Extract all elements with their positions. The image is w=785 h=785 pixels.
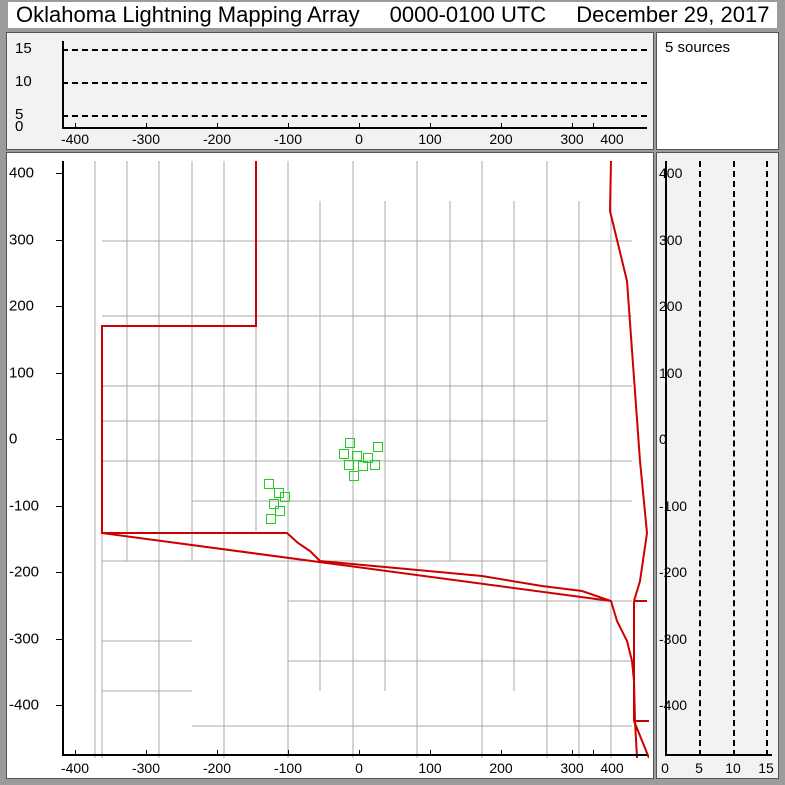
sources-info-panel: 5 sources (656, 32, 779, 150)
map-xtick-200: 200 (489, 760, 512, 776)
time-range-label: 0000-0100 UTC (390, 2, 547, 28)
map-ytick-n200: -200 (9, 564, 39, 581)
top-chart-xtick-200: 200 (489, 131, 512, 147)
lightning-source-marker-14[interactable] (349, 471, 359, 481)
map-xtick-n100: -100 (274, 760, 302, 776)
title-bar: Oklahoma Lightning Mapping Array 0000-01… (6, 0, 779, 30)
right-panel-ytick-n200: -200 (659, 564, 687, 580)
lightning-source-marker-13[interactable] (370, 460, 380, 470)
map-ytick-200: 200 (9, 298, 34, 315)
map-ytick-n400: -400 (9, 697, 39, 714)
top-chart-ytick-10: 10 (15, 73, 32, 90)
right-panel-ytick-n300: -300 (659, 631, 687, 647)
right-panel-ytick-n100: -100 (659, 498, 687, 514)
lightning-source-marker-12[interactable] (358, 461, 368, 471)
map-ytick-n300: -300 (9, 631, 39, 648)
sources-count-label: 5 sources (665, 39, 730, 56)
right-panel-ytick-400: 400 (659, 165, 682, 181)
right-panel-ytick-300: 300 (659, 232, 682, 248)
right-panel-ytick-100: 100 (659, 365, 682, 381)
map-xtick-400: 400 (600, 760, 623, 776)
map-xtick-n200: -200 (203, 760, 231, 776)
lightning-source-marker-6[interactable] (345, 438, 355, 448)
map-xtick-300: 300 (560, 760, 583, 776)
top-chart-xtick-300: 300 (560, 131, 583, 147)
map-ytick-100: 100 (9, 365, 34, 382)
top-chart-ytick-15: 15 (15, 40, 32, 57)
top-chart-xtick-n300: -300 (132, 131, 160, 147)
lightning-source-marker-0[interactable] (264, 479, 274, 489)
lightning-source-marker-4[interactable] (275, 506, 285, 516)
lightning-source-marker-5[interactable] (266, 514, 276, 524)
map-ytick-400: 400 (9, 165, 34, 182)
right-panel-ytick-200: 200 (659, 298, 682, 314)
main-map-panel[interactable]: 400 300 200 100 0 -100 -200 -300 -400 -4… (6, 152, 654, 779)
top-chart-panel[interactable]: 15 10 5 0 -400 -300 -200 -100 0 100 200 … (6, 32, 654, 150)
lightning-source-marker-7[interactable] (373, 442, 383, 452)
map-inner-canvas[interactable] (62, 161, 647, 756)
top-chart-xtick-100: 100 (418, 131, 441, 147)
lightning-source-marker-8[interactable] (339, 449, 349, 459)
date-label: December 29, 2017 (576, 2, 769, 28)
map-xtick-100: 100 (418, 760, 441, 776)
lightning-source-marker-11[interactable] (344, 460, 354, 470)
map-xtick-n400: -400 (61, 760, 89, 776)
lma-application: Oklahoma Lightning Mapping Array 0000-01… (0, 0, 785, 785)
map-ytick-300: 300 (9, 232, 34, 249)
lightning-source-marker-2[interactable] (280, 492, 290, 502)
right-panel-ytick-n400: -400 (659, 697, 687, 713)
map-xtick-n300: -300 (132, 760, 160, 776)
right-side-panel[interactable]: 400 300 200 100 0 -100 -200 -300 -400 0 … (656, 152, 779, 779)
right-panel-xtick-10: 10 (725, 760, 741, 776)
map-xtick-0: 0 (355, 760, 363, 776)
map-ytick-0: 0 (9, 431, 17, 448)
right-panel-xtick-15: 15 (758, 760, 774, 776)
right-panel-xtick-5: 5 (695, 760, 703, 776)
main-title: Oklahoma Lightning Mapping Array (16, 2, 360, 28)
top-chart-xtick-0: 0 (355, 131, 363, 147)
top-chart-xtick-n200: -200 (203, 131, 231, 147)
map-ytick-n100: -100 (9, 498, 39, 515)
top-chart-xtick-n400: -400 (61, 131, 89, 147)
top-chart-xtick-400: 400 (600, 131, 623, 147)
top-chart-ytick-0: 0 (15, 118, 23, 135)
right-panel-xtick-0: 0 (661, 760, 669, 776)
top-chart-xtick-n100: -100 (274, 131, 302, 147)
right-panel-ytick-0: 0 (659, 431, 667, 447)
